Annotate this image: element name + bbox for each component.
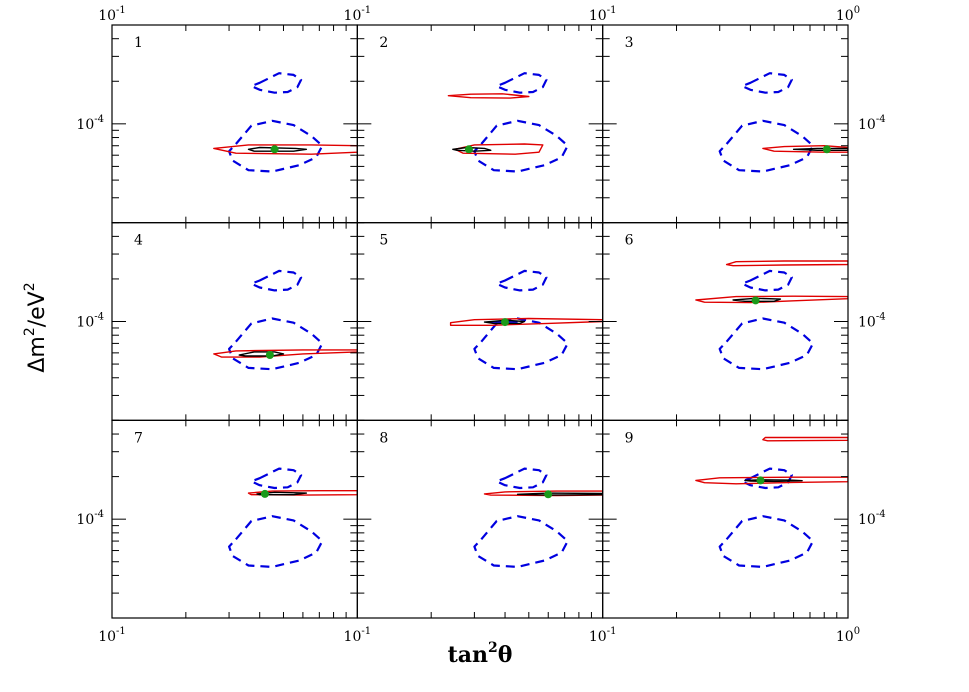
panel-1-best-fit-point — [270, 145, 279, 154]
panel-6-best-fit-point — [751, 296, 760, 305]
panel-7-number: 7 — [134, 430, 143, 446]
panel-ticks-7 — [112, 419, 358, 619]
panel-6-upper-blue-dashed-contour — [740, 269, 793, 292]
panel-2-upper-blue-dashed-contour — [495, 72, 548, 94]
panel-1-number: 1 — [134, 35, 143, 51]
panel-3-lower-blue-dashed-contour — [718, 119, 815, 173]
panel-4-black-contour — [238, 351, 285, 357]
panel-3-upper-blue-dashed-contour — [740, 72, 793, 94]
panel-3-number: 3 — [625, 35, 634, 51]
panel-ticks-3 — [602, 24, 848, 224]
panel-ticks-4 — [112, 222, 358, 421]
panel-4-number: 4 — [134, 233, 143, 249]
panel-2-lower-blue-dashed-contour — [473, 119, 569, 173]
panel-7-lower-blue-dashed-contour — [228, 515, 324, 569]
panel-9-lower-blue-dashed-contour — [718, 515, 815, 569]
panel-4-lower-blue-dashed-contour — [228, 317, 324, 371]
panel-3-best-fit-point — [822, 145, 831, 154]
panel-1-upper-blue-dashed-contour — [250, 72, 303, 94]
panel-9-best-fit-point — [756, 476, 765, 485]
panel-8-black-contour — [516, 492, 603, 496]
panel-1-black-contour — [247, 146, 308, 152]
panel-ticks-9 — [602, 419, 848, 619]
panel-2-best-fit-point — [464, 145, 473, 154]
panel-2-number: 2 — [379, 35, 388, 51]
panel-7-black-contour — [256, 491, 308, 496]
panel-5-red-contour-1 — [449, 317, 603, 326]
panel-5-number: 5 — [379, 233, 388, 249]
panel-5-upper-blue-dashed-contour — [495, 269, 548, 292]
panel-8 — [473, 467, 603, 569]
panel-6-black-contour — [732, 297, 782, 302]
panel-9-number: 9 — [625, 430, 634, 446]
panel-ticks-6 — [602, 222, 848, 421]
panel-6-lower-blue-dashed-contour — [718, 317, 815, 371]
panel-5-best-fit-point — [501, 318, 509, 327]
panel-6-number: 6 — [625, 233, 634, 249]
panel-4-upper-blue-dashed-contour — [250, 269, 303, 292]
panel-9-black-contour — [744, 479, 803, 483]
panel-4-best-fit-point — [265, 351, 274, 359]
panel-2-red-contour-1 — [454, 143, 544, 155]
panel-7-best-fit-point — [260, 489, 269, 498]
panel-1-lower-blue-dashed-contour — [228, 119, 324, 173]
panel-7-upper-blue-dashed-contour — [250, 467, 303, 490]
panel-5 — [449, 269, 603, 371]
panel-8-red-contour-1 — [483, 490, 603, 497]
panel-ticks-8 — [357, 419, 603, 619]
frame-layer — [111, 24, 849, 619]
panel-2-red-contour-2 — [447, 93, 530, 99]
panel-ticks-5 — [357, 222, 603, 421]
panel-2 — [447, 72, 569, 173]
x-axis-label: tan2θ — [448, 640, 513, 668]
panel-8-best-fit-point — [544, 490, 553, 499]
y-axis-label: Δm2/eV2 — [22, 282, 50, 372]
panel-8-lower-blue-dashed-contour — [473, 515, 569, 569]
panel-8-upper-blue-dashed-contour — [495, 467, 548, 490]
panel-8-number: 8 — [379, 430, 388, 446]
